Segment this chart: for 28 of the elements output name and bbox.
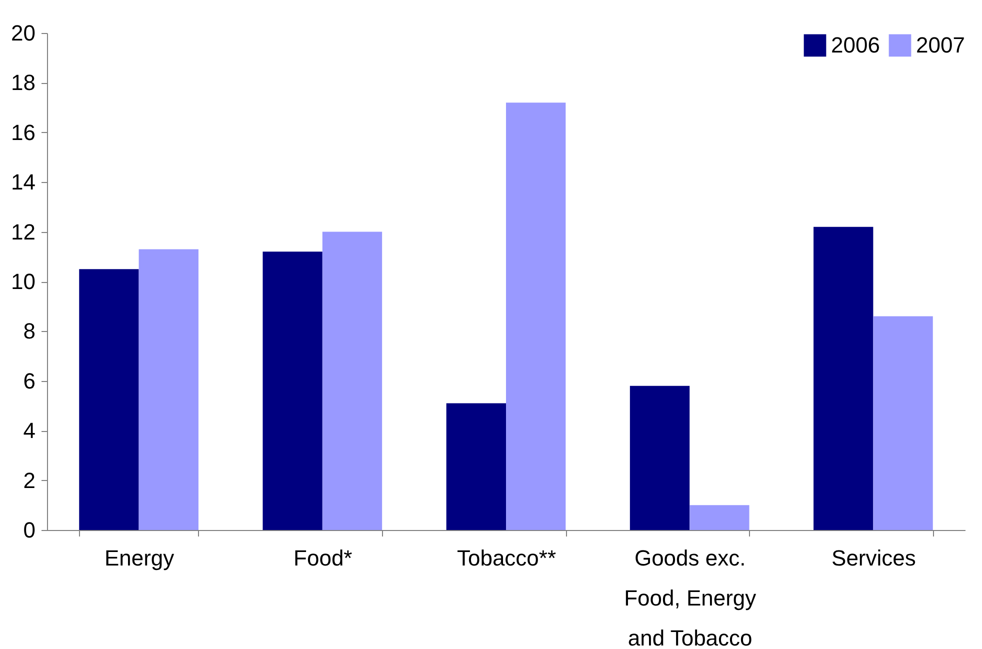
y-tick-label: 18	[11, 70, 36, 96]
bar	[446, 403, 506, 530]
y-tick-label: 12	[11, 219, 36, 244]
bar	[630, 386, 690, 530]
legend-label: 2007	[916, 32, 965, 58]
y-tick-label: 4	[23, 418, 36, 444]
bar	[138, 249, 198, 530]
y-tick-label: 20	[11, 20, 36, 46]
x-tick-label: Goods exc. Food, Energy and Tobacco	[624, 546, 756, 649]
y-tick-label: 14	[11, 170, 36, 195]
x-tick-label: Food*	[294, 546, 353, 570]
y-tick-label: 6	[23, 368, 36, 394]
y-tick-label: 2	[23, 468, 36, 493]
bar	[79, 269, 139, 530]
bar	[322, 232, 382, 530]
bar	[506, 102, 566, 530]
bar	[873, 316, 933, 530]
x-tick-label: Energy	[104, 546, 174, 570]
bar	[262, 252, 322, 530]
x-tick-label: Services	[832, 546, 916, 570]
y-tick-label: 10	[11, 269, 36, 294]
y-tick-label: 16	[11, 120, 36, 145]
y-tick-label: 0	[23, 518, 36, 542]
x-tick-label: Tobacco**	[456, 546, 556, 570]
bar	[814, 226, 874, 530]
y-tick-label: 8	[23, 318, 36, 344]
bar	[690, 505, 750, 530]
legend-label: 2006	[831, 32, 880, 58]
